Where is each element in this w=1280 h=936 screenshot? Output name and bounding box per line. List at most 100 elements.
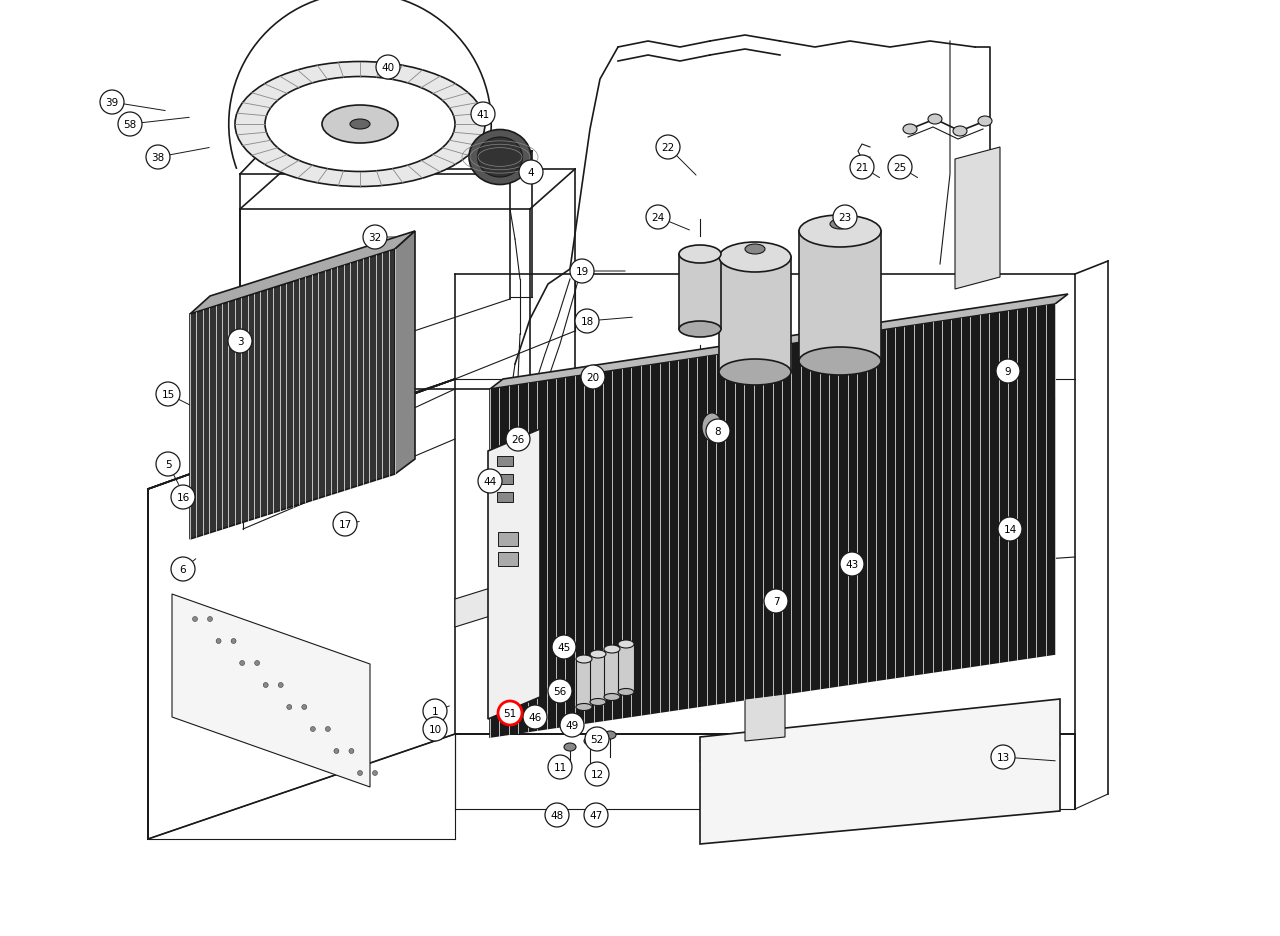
Circle shape bbox=[376, 56, 401, 80]
Circle shape bbox=[570, 259, 594, 284]
Circle shape bbox=[118, 113, 142, 137]
Ellipse shape bbox=[978, 117, 992, 127]
Ellipse shape bbox=[829, 220, 850, 229]
Ellipse shape bbox=[902, 124, 916, 135]
Ellipse shape bbox=[265, 78, 454, 172]
Text: 12: 12 bbox=[590, 769, 604, 779]
Text: 5: 5 bbox=[165, 460, 172, 470]
Circle shape bbox=[552, 636, 576, 659]
Text: 47: 47 bbox=[589, 811, 603, 820]
Ellipse shape bbox=[954, 127, 966, 137]
Polygon shape bbox=[490, 295, 1068, 389]
Circle shape bbox=[764, 590, 788, 613]
Circle shape bbox=[548, 680, 572, 703]
Text: 14: 14 bbox=[1004, 524, 1016, 534]
Circle shape bbox=[156, 383, 180, 406]
Text: 38: 38 bbox=[151, 153, 165, 163]
Text: 40: 40 bbox=[381, 63, 394, 73]
FancyBboxPatch shape bbox=[498, 552, 518, 566]
Text: 51: 51 bbox=[503, 709, 517, 718]
FancyBboxPatch shape bbox=[497, 492, 513, 503]
Circle shape bbox=[422, 699, 447, 724]
Polygon shape bbox=[799, 232, 881, 361]
Circle shape bbox=[498, 701, 522, 725]
Circle shape bbox=[364, 226, 387, 250]
Circle shape bbox=[585, 727, 609, 752]
Circle shape bbox=[422, 717, 447, 741]
Circle shape bbox=[518, 161, 543, 184]
Circle shape bbox=[998, 518, 1021, 541]
Text: 44: 44 bbox=[484, 476, 497, 487]
Ellipse shape bbox=[349, 120, 370, 130]
Polygon shape bbox=[604, 650, 620, 697]
Text: 46: 46 bbox=[529, 712, 541, 723]
Text: 32: 32 bbox=[369, 233, 381, 242]
Polygon shape bbox=[678, 255, 721, 329]
Polygon shape bbox=[189, 232, 415, 314]
Ellipse shape bbox=[477, 138, 522, 178]
Circle shape bbox=[888, 155, 913, 180]
Circle shape bbox=[207, 617, 212, 622]
Ellipse shape bbox=[799, 216, 881, 248]
Ellipse shape bbox=[236, 63, 485, 187]
Circle shape bbox=[548, 755, 572, 779]
Circle shape bbox=[156, 452, 180, 476]
Polygon shape bbox=[189, 250, 396, 539]
Text: 26: 26 bbox=[512, 434, 525, 445]
Ellipse shape bbox=[323, 106, 398, 144]
Circle shape bbox=[575, 310, 599, 333]
Ellipse shape bbox=[719, 242, 791, 272]
Polygon shape bbox=[618, 644, 634, 693]
Polygon shape bbox=[576, 659, 593, 708]
Text: 20: 20 bbox=[586, 373, 599, 383]
Ellipse shape bbox=[618, 640, 634, 649]
Polygon shape bbox=[490, 305, 1055, 738]
Text: 10: 10 bbox=[429, 724, 442, 734]
Text: 1: 1 bbox=[431, 707, 438, 716]
Text: 19: 19 bbox=[576, 267, 589, 277]
Text: 24: 24 bbox=[652, 212, 664, 223]
FancyBboxPatch shape bbox=[498, 533, 518, 547]
Circle shape bbox=[471, 103, 495, 127]
Polygon shape bbox=[172, 594, 370, 787]
Text: 8: 8 bbox=[714, 427, 722, 436]
Circle shape bbox=[991, 745, 1015, 769]
Circle shape bbox=[255, 661, 260, 665]
Ellipse shape bbox=[678, 246, 721, 264]
Polygon shape bbox=[454, 530, 680, 627]
Circle shape bbox=[477, 470, 502, 493]
Circle shape bbox=[146, 146, 170, 169]
Circle shape bbox=[325, 726, 330, 732]
Ellipse shape bbox=[799, 347, 881, 375]
Circle shape bbox=[646, 206, 669, 229]
Circle shape bbox=[506, 428, 530, 451]
Text: 15: 15 bbox=[161, 389, 174, 400]
Text: 3: 3 bbox=[237, 337, 243, 346]
Text: 48: 48 bbox=[550, 811, 563, 820]
Ellipse shape bbox=[701, 414, 722, 442]
Ellipse shape bbox=[618, 689, 634, 695]
Ellipse shape bbox=[678, 322, 721, 338]
Ellipse shape bbox=[584, 738, 596, 745]
Circle shape bbox=[545, 803, 570, 827]
Circle shape bbox=[302, 705, 307, 709]
Text: 18: 18 bbox=[580, 316, 594, 327]
Circle shape bbox=[228, 329, 252, 354]
Ellipse shape bbox=[576, 704, 593, 710]
Circle shape bbox=[192, 617, 197, 622]
Circle shape bbox=[850, 155, 874, 180]
Text: 58: 58 bbox=[123, 120, 137, 130]
Text: 7: 7 bbox=[773, 596, 780, 607]
Ellipse shape bbox=[468, 130, 531, 185]
Circle shape bbox=[585, 762, 609, 786]
Circle shape bbox=[100, 91, 124, 115]
Circle shape bbox=[833, 206, 858, 229]
Ellipse shape bbox=[604, 731, 616, 739]
Text: 23: 23 bbox=[838, 212, 851, 223]
Text: 41: 41 bbox=[476, 110, 490, 120]
Text: 56: 56 bbox=[553, 686, 567, 696]
Text: 16: 16 bbox=[177, 492, 189, 503]
Ellipse shape bbox=[590, 651, 605, 658]
Text: 52: 52 bbox=[590, 734, 604, 744]
Circle shape bbox=[561, 713, 584, 738]
